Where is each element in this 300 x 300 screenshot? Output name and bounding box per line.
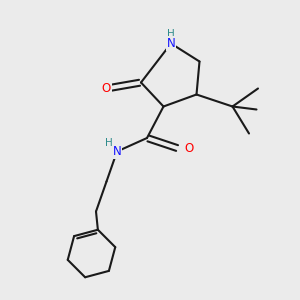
- Text: H: H: [105, 138, 112, 148]
- Text: N: N: [112, 145, 122, 158]
- Text: H: H: [167, 29, 175, 39]
- Text: O: O: [102, 82, 111, 95]
- Text: O: O: [184, 142, 194, 155]
- Text: N: N: [167, 37, 176, 50]
